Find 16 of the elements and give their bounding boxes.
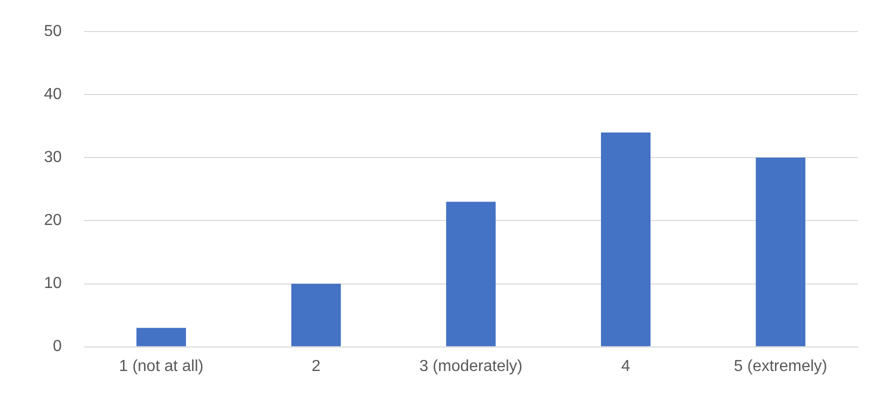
x-tick-label: 5 (extremely) [734, 358, 828, 375]
y-tick-label: 0 [52, 338, 62, 356]
bar [136, 328, 186, 346]
y-tick-label: 10 [44, 275, 62, 292]
x-tick-label: 2 [312, 358, 321, 375]
bar [291, 284, 341, 346]
x-tick-label: 3 (moderately) [419, 358, 522, 375]
bar [600, 132, 651, 346]
bar [446, 202, 496, 346]
bar [756, 158, 806, 346]
y-tick-label: 40 [44, 86, 62, 104]
y-tick-label: 30 [44, 149, 62, 166]
x-tick-label: 1 (not at all) [118, 358, 204, 375]
y-tick-label: 50 [44, 23, 62, 40]
y-tick-label: 20 [44, 212, 62, 230]
x-tick-label: 4 [621, 358, 630, 375]
